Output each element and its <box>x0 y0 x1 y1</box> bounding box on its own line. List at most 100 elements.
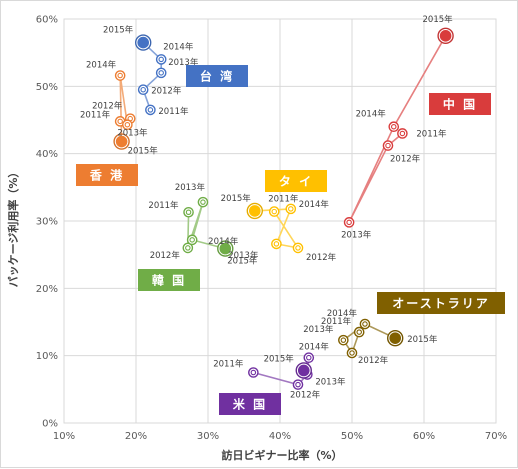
region-label-box: オーストラリア <box>377 292 505 314</box>
point-label: 2012年 <box>290 390 321 401</box>
point-label: 2011年 <box>148 200 179 211</box>
x-tick-label: 20% <box>125 431 147 442</box>
y-tick-label: 60% <box>36 15 58 26</box>
point-label: 2014年 <box>208 236 239 247</box>
data-point[interactable] <box>155 67 167 79</box>
region-label: タ イ <box>279 175 313 189</box>
region-label-box: 台 湾 <box>186 65 248 87</box>
point-label: 2011年 <box>213 359 244 370</box>
data-point[interactable] <box>387 329 404 347</box>
point-label: 2014年 <box>299 342 330 353</box>
point-label: 2011年 <box>268 194 299 205</box>
data-point[interactable] <box>246 202 264 220</box>
point-label: 2011年 <box>416 128 447 139</box>
point-label: 2014年 <box>356 109 387 120</box>
point-label: 2013年 <box>168 57 199 68</box>
point-label: 2014年 <box>299 199 330 210</box>
point-label: 2013年 <box>175 182 206 193</box>
x-tick-label: 60% <box>413 431 435 442</box>
x-tick-label: 30% <box>197 431 219 442</box>
data-point[interactable] <box>186 234 198 246</box>
y-tick-label: 20% <box>36 284 58 295</box>
data-point[interactable] <box>303 352 315 363</box>
y-tick-label: 0% <box>42 419 58 430</box>
point-label: 2015年 <box>227 256 258 267</box>
data-point[interactable] <box>397 128 408 139</box>
point-label: 2013年 <box>228 250 259 261</box>
x-tick-label: 50% <box>341 431 363 442</box>
region-label: 中 国 <box>443 97 477 112</box>
x-tick-label: 10% <box>53 431 75 442</box>
region-label: 台 湾 <box>200 69 234 84</box>
data-point[interactable] <box>271 238 282 250</box>
data-point[interactable] <box>292 242 304 254</box>
data-point[interactable] <box>155 54 167 65</box>
data-point[interactable] <box>145 104 156 116</box>
y-tick-label: 30% <box>36 217 58 228</box>
x-tick-label: 40% <box>269 431 291 442</box>
region-label-box: 中 国 <box>429 93 491 115</box>
point-label: 2015年 <box>221 193 252 204</box>
data-point[interactable] <box>113 133 130 150</box>
region-label: 韓 国 <box>152 273 186 288</box>
data-point[interactable] <box>338 334 349 346</box>
y-tick-label: 40% <box>36 149 58 160</box>
data-point[interactable] <box>346 347 358 359</box>
point-label: 2014年 <box>163 41 194 52</box>
region-label-box: 香 港 <box>76 164 138 186</box>
point-label: 2015年 <box>103 25 134 36</box>
data-point[interactable] <box>268 206 280 217</box>
x-axis-title: 訪日ビギナー比率（%） <box>221 448 342 462</box>
data-point[interactable] <box>343 217 355 228</box>
point-label: 2011年 <box>321 316 352 327</box>
point-label: 2015年 <box>407 334 438 345</box>
point-label: 2013年 <box>341 229 372 240</box>
region-label: 香 港 <box>89 168 124 183</box>
data-point[interactable] <box>388 121 400 133</box>
point-label: 2012年 <box>151 86 182 97</box>
point-label: 2011年 <box>80 109 111 120</box>
region-label-box: タ イ <box>265 170 327 192</box>
point-label: 2015年 <box>128 146 159 157</box>
data-point[interactable] <box>248 367 259 378</box>
data-point[interactable] <box>382 140 394 151</box>
data-point[interactable] <box>353 326 365 338</box>
data-point[interactable] <box>295 362 312 379</box>
data-point[interactable] <box>437 27 454 45</box>
point-label: 2012年 <box>150 250 181 261</box>
y-axis-title: パッケージ利用率（%） <box>6 167 20 288</box>
region-label-box: 韓 国 <box>138 269 200 291</box>
x-tick-label: 70% <box>485 431 507 442</box>
point-label: 2011年 <box>158 106 189 117</box>
point-label: 2014年 <box>86 60 117 71</box>
y-tick-label: 10% <box>36 351 58 362</box>
point-label: 2015年 <box>423 14 454 25</box>
point-label: 2013年 <box>117 128 148 139</box>
point-label: 2012年 <box>306 252 337 263</box>
data-point[interactable] <box>292 379 304 390</box>
data-point[interactable] <box>114 70 126 81</box>
data-point[interactable] <box>134 34 152 51</box>
point-label: 2012年 <box>358 355 389 366</box>
plot-area-border <box>63 18 497 424</box>
point-label: 2013年 <box>303 324 334 335</box>
region-label: 米 国 <box>233 397 267 412</box>
data-point[interactable] <box>122 119 133 131</box>
y-tick-label: 50% <box>36 82 58 93</box>
data-point[interactable] <box>197 196 209 208</box>
data-point[interactable] <box>217 240 234 257</box>
point-label: 2012年 <box>390 154 421 165</box>
data-point[interactable] <box>183 206 194 218</box>
data-point[interactable] <box>359 318 371 330</box>
point-label: 2012年 <box>92 101 123 112</box>
point-label: 2014年 <box>327 308 358 319</box>
point-label: 2015年 <box>264 353 295 364</box>
data-point[interactable] <box>137 84 149 95</box>
region-label-box: 米 国 <box>219 393 281 415</box>
point-label: 2013年 <box>315 377 346 388</box>
region-label: オーストラリア <box>392 297 489 311</box>
data-point[interactable] <box>182 242 194 254</box>
data-point[interactable] <box>285 203 297 215</box>
